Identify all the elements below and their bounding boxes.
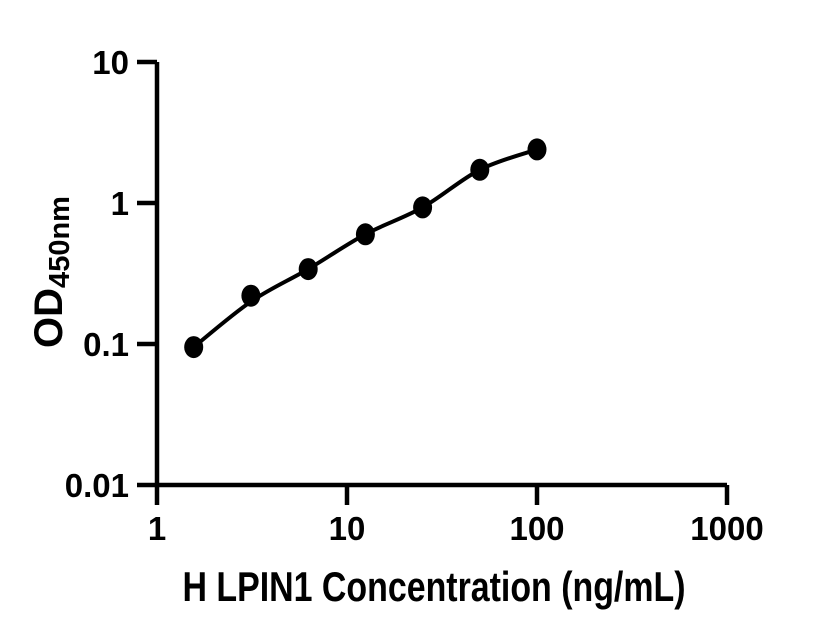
x-tick-label-1000: 1000 [690, 510, 763, 547]
y-axis-title-subscript: 450nm [44, 196, 76, 288]
data-point-marker [241, 284, 261, 307]
x-tick-label-10: 10 [329, 510, 366, 547]
fit-curve-line [191, 147, 539, 350]
y-tick-label-0p1: 0.1 [83, 326, 129, 363]
data-points [184, 138, 547, 359]
y-tick-label-1: 1 [111, 185, 129, 222]
x-axis-title: H LPIN1 Concentration (ng/mL) [183, 563, 686, 610]
x-tick-label-100: 100 [509, 510, 564, 547]
data-point-marker [470, 158, 490, 181]
y-tick-label-10: 10 [92, 44, 129, 81]
data-point-marker [298, 258, 318, 281]
data-point-marker [527, 138, 547, 161]
y-axis-title-main: OD [27, 288, 71, 348]
x-tick-label-1: 1 [148, 510, 166, 547]
y-axis: 10 1 0.1 0.01 [65, 44, 160, 505]
y-axis-title: OD450nm [27, 196, 76, 348]
data-point-marker [355, 223, 375, 246]
data-point-marker [184, 336, 204, 359]
x-axis: 1 10 100 1000 [148, 482, 764, 547]
y-tick-label-0p01: 0.01 [65, 467, 129, 504]
data-point-marker [413, 196, 433, 219]
fit-curve [191, 147, 539, 350]
